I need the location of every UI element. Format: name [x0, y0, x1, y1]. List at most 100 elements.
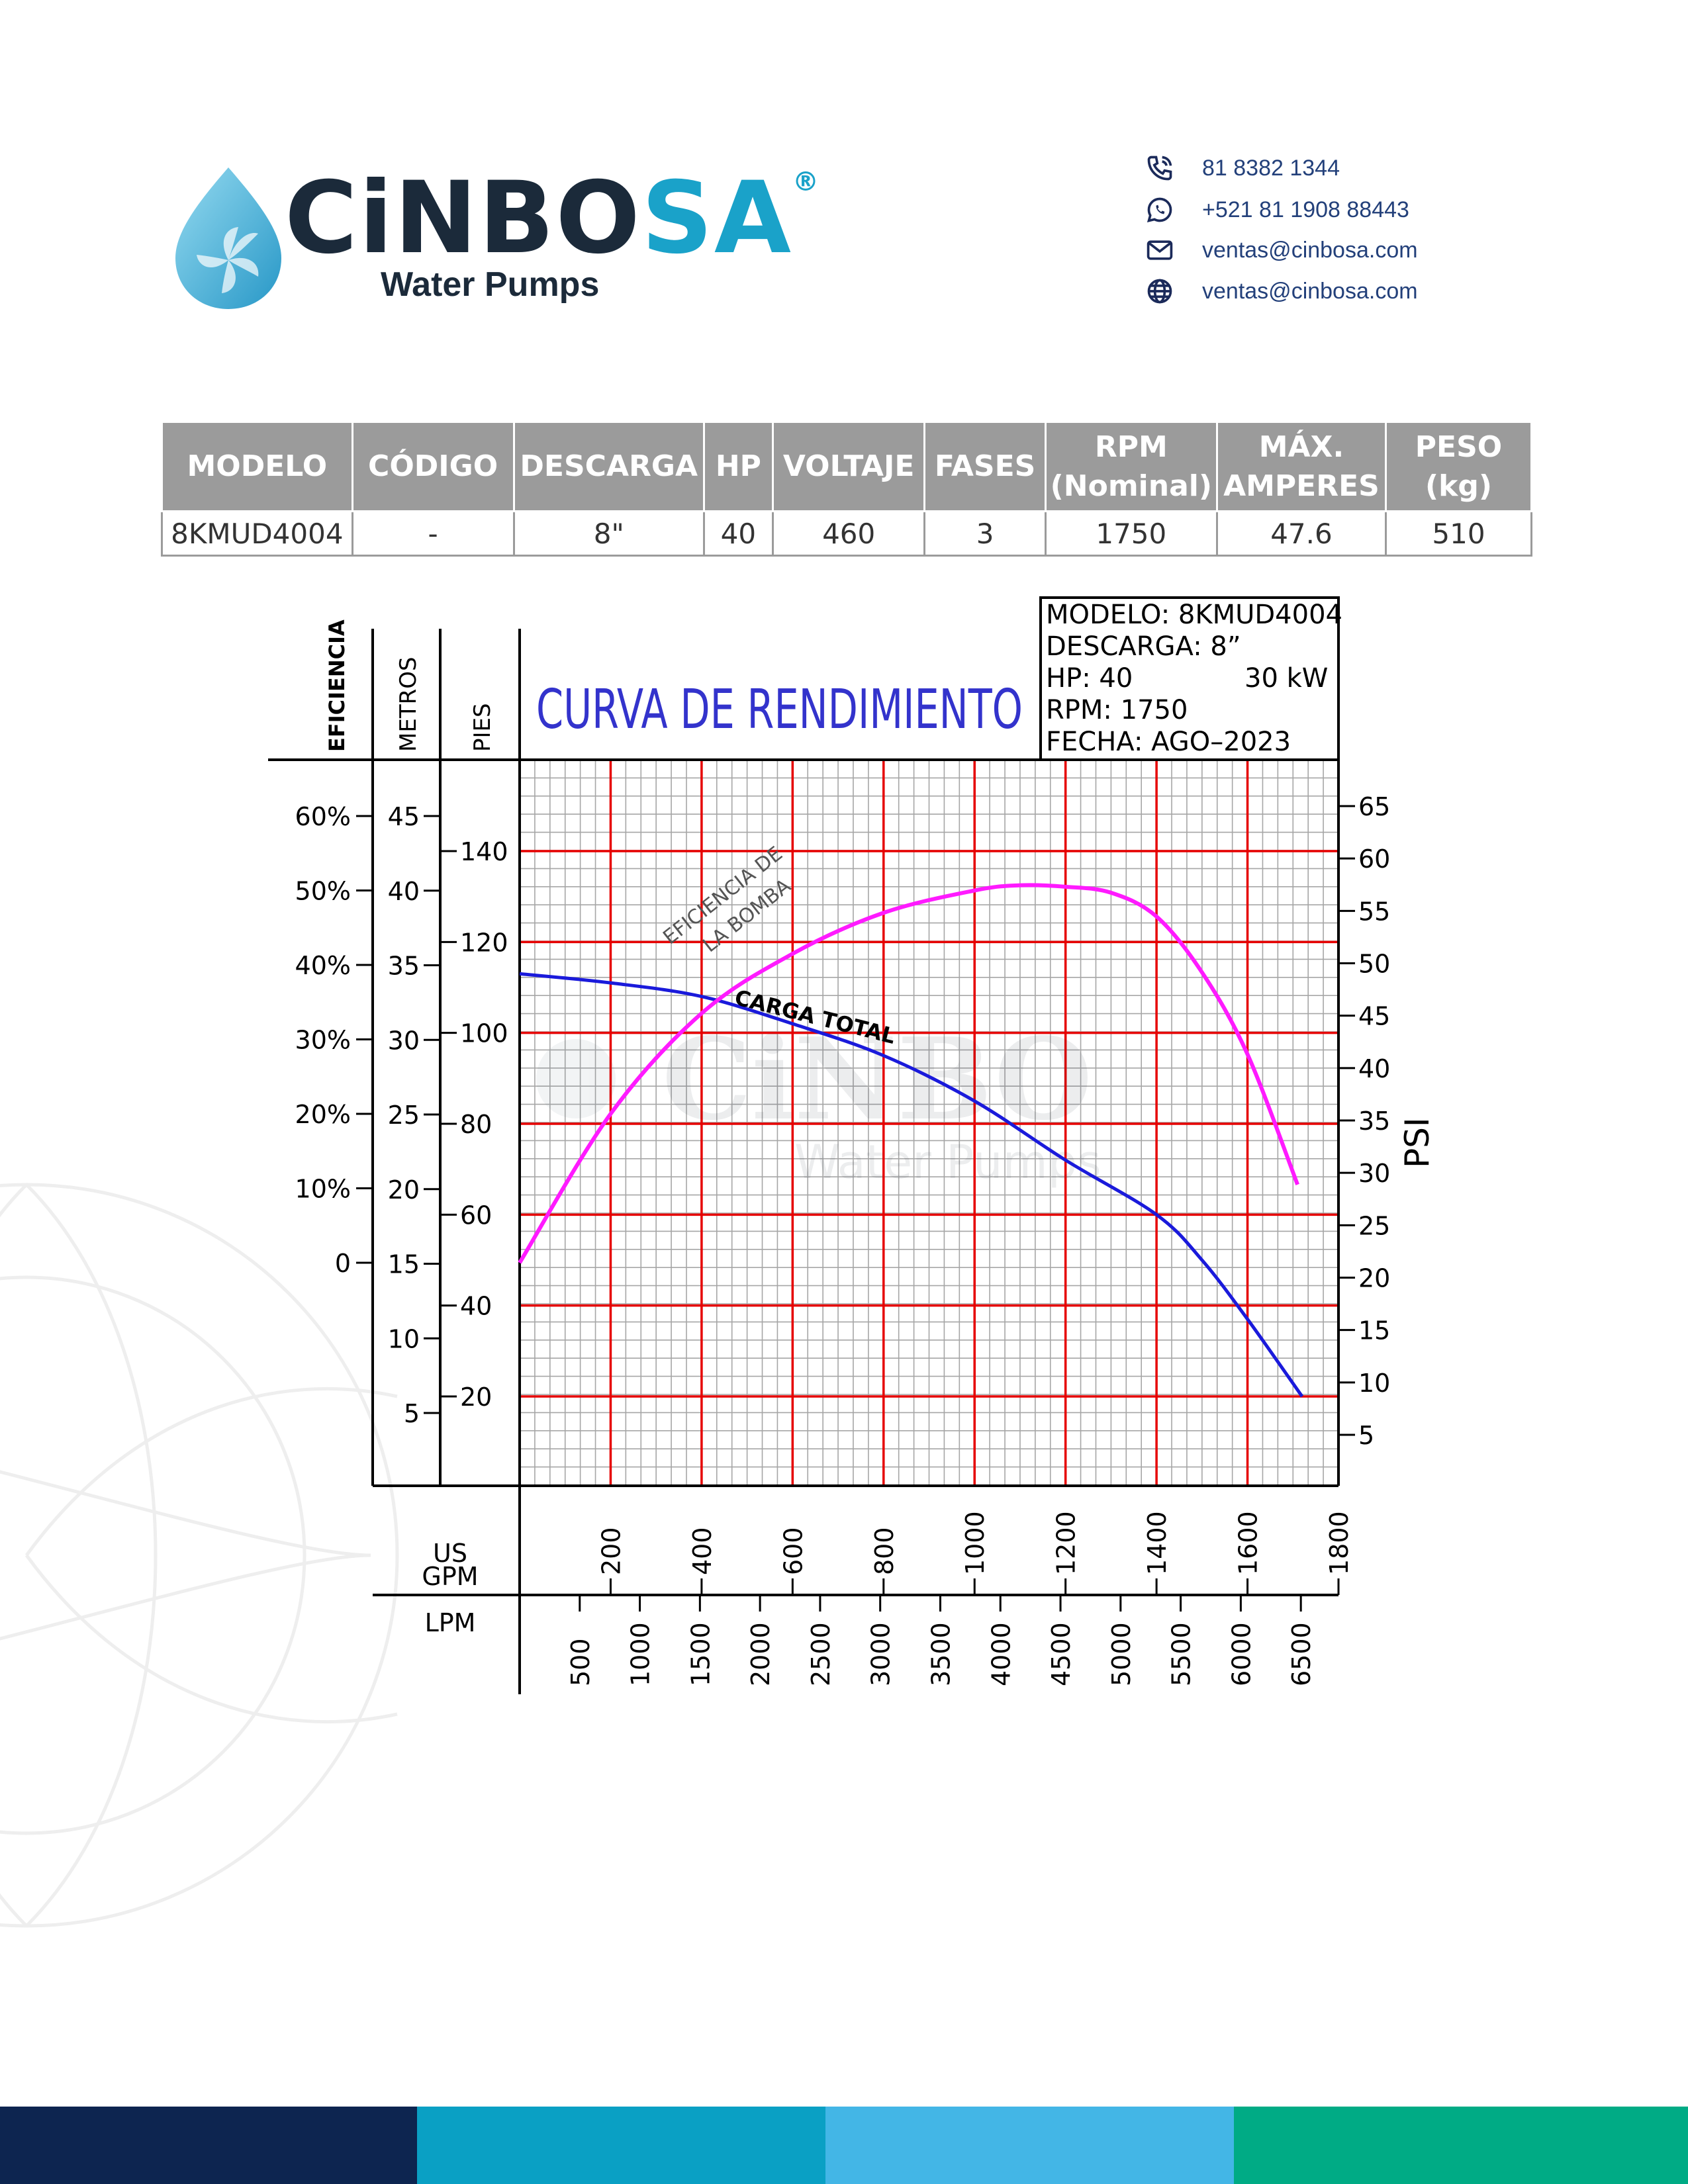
tick-label-metros: 5	[404, 1399, 420, 1428]
contact-whatsapp[interactable]: +521 81 1908 88443	[1145, 190, 1409, 230]
brand-name: CiNBOSA®	[285, 169, 820, 268]
chart-title: CURVA DE RENDIMIENTO	[536, 678, 1023, 741]
tick-label-lpm: 3000	[867, 1622, 896, 1686]
spec-header-row: MODELO CÓDIGO DESCARGA HP VOLTAJE FASES …	[161, 421, 1532, 512]
tick-label-gpm: 1200	[1052, 1511, 1081, 1575]
tick-label-eficiencia: 40%	[295, 951, 351, 980]
contact-website[interactable]: ventas@cinbosa.com	[1145, 271, 1418, 311]
tick-label-metros: 40	[388, 877, 420, 906]
header-fases: FASES	[923, 421, 1047, 512]
tick-label-eficiencia: 0	[335, 1249, 351, 1278]
tick-label-psi: 50	[1358, 950, 1390, 979]
tick-label-psi: 15	[1358, 1316, 1390, 1345]
axis-label-psi: PSI	[1398, 1117, 1436, 1168]
contact-phone[interactable]: 81 8382 1344	[1145, 148, 1340, 188]
tick-label-pies: 120	[460, 928, 508, 957]
chart-watermark: CiNBO Water Pumps	[536, 1013, 1102, 1189]
footer-bar-navy	[0, 2107, 417, 2184]
info-modelo: MODELO: 8KMUD4004	[1046, 600, 1342, 630]
tick-label-eficiencia: 60%	[295, 802, 351, 831]
tick-label-psi: 25	[1358, 1211, 1390, 1240]
cell-hp: 40	[702, 510, 774, 557]
cell-amperes: 47.6	[1215, 510, 1387, 557]
tick-label-lpm: 5500	[1167, 1622, 1196, 1686]
brand-name-dark: CiNBO	[285, 161, 641, 276]
tick-label-gpm: 1800	[1325, 1511, 1354, 1575]
header-rpm: RPM (Nominal)	[1044, 421, 1218, 512]
tick-label-metros: 20	[388, 1175, 420, 1205]
contact-email[interactable]: ventas@cinbosa.com	[1145, 230, 1418, 270]
tick-label-lpm: 1000	[626, 1622, 655, 1686]
header-peso: PESO (kg)	[1385, 421, 1532, 512]
contact-email-text: ventas@cinbosa.com	[1202, 237, 1418, 263]
tick-label-gpm: 400	[688, 1527, 717, 1575]
tick-label-psi: 40	[1358, 1054, 1390, 1083]
tick-label-gpm: 1000	[961, 1511, 990, 1575]
spec-data-row: 8KMUD4004 - 8" 40 460 3 1750 47.6 510	[161, 510, 1532, 557]
tick-label-pies: 60	[460, 1201, 492, 1230]
brand-logo-drop	[175, 167, 281, 309]
tick-label-psi: 30	[1358, 1159, 1390, 1188]
cell-descarga: 8"	[512, 510, 705, 557]
tick-label-lpm: 4000	[986, 1622, 1015, 1686]
watermark-tagline: Water Pumps	[794, 1135, 1102, 1189]
footer-bar-sky	[825, 2107, 1234, 2184]
tick-label-gpm: 600	[778, 1527, 808, 1575]
whatsapp-icon	[1147, 197, 1172, 222]
tick-label-psi: 65	[1358, 792, 1390, 821]
header-hp: HP	[702, 421, 774, 512]
tick-label-psi: 20	[1358, 1264, 1390, 1293]
background-watermark	[0, 1183, 399, 1928]
info-descarga: DESCARGA: 8”	[1046, 631, 1241, 662]
info-hp: HP: 40	[1046, 663, 1133, 694]
tick-label-psi: 60	[1358, 844, 1390, 874]
contact-phone-text: 81 8382 1344	[1202, 155, 1340, 181]
tick-label-gpm: 1600	[1234, 1511, 1263, 1575]
tick-label-eficiencia: 10%	[295, 1175, 351, 1204]
tick-label-eficiencia: 20%	[295, 1100, 351, 1129]
cell-fases: 3	[923, 510, 1047, 557]
tick-label-psi: 5	[1358, 1421, 1374, 1450]
tick-label-pies: 100	[460, 1019, 508, 1048]
brand-name-blue: SA	[641, 161, 793, 276]
header-codigo: CÓDIGO	[351, 421, 515, 512]
cell-modelo: 8KMUD4004	[161, 510, 353, 557]
tick-label-gpm: 200	[596, 1527, 626, 1575]
series-line-eficiencia	[518, 883, 1299, 1264]
axis-label-metros: METROS	[395, 657, 422, 752]
header-descarga: DESCARGA	[512, 421, 705, 512]
watermark-brand: CiNBO	[662, 1013, 1092, 1146]
tick-label-pies: 140	[460, 837, 508, 866]
mail-icon	[1147, 240, 1173, 260]
tick-label-metros: 25	[388, 1101, 420, 1130]
tick-label-metros: 15	[388, 1250, 420, 1279]
tick-label-gpm: 1400	[1143, 1511, 1172, 1575]
tick-label-lpm: 500	[566, 1638, 595, 1686]
axis-label-eficiencia: EFICIENCIA	[324, 619, 350, 752]
axis-label-gpm-unit: GPM	[422, 1562, 478, 1591]
tick-label-lpm: 3500	[926, 1622, 955, 1686]
tick-label-lpm: 6500	[1287, 1622, 1316, 1686]
brand-tagline: Water Pumps	[381, 265, 600, 304]
header-voltaje: VOLTAJE	[771, 421, 926, 512]
header-modelo: MODELO	[161, 421, 353, 512]
info-kw: 30 kW	[1244, 663, 1328, 694]
tick-layer: 20 40 60 80 100 120 140 5 10 15 20 25 30 35 40 45 0 10% 20…	[295, 792, 1391, 1686]
tick-label-lpm: 2000	[746, 1622, 775, 1686]
major-grid	[520, 760, 1338, 1486]
tick-label-pies: 40	[460, 1292, 492, 1321]
tick-label-eficiencia: 50%	[295, 877, 351, 906]
tick-label-metros: 35	[388, 952, 420, 981]
tick-label-psi: 10	[1358, 1369, 1390, 1398]
registered-mark: ®	[792, 167, 821, 197]
tick-label-psi: 55	[1358, 897, 1390, 926]
tick-label-metros: 45	[388, 802, 420, 831]
contact-whatsapp-text: +521 81 1908 88443	[1202, 197, 1409, 222]
tick-label-lpm: 6000	[1227, 1622, 1256, 1686]
tick-label-gpm: 800	[870, 1527, 899, 1575]
tick-label-psi: 35	[1358, 1107, 1390, 1136]
tick-label-lpm: 2500	[806, 1622, 835, 1686]
cell-codigo: -	[351, 510, 515, 557]
info-rpm: RPM: 1750	[1046, 695, 1188, 725]
